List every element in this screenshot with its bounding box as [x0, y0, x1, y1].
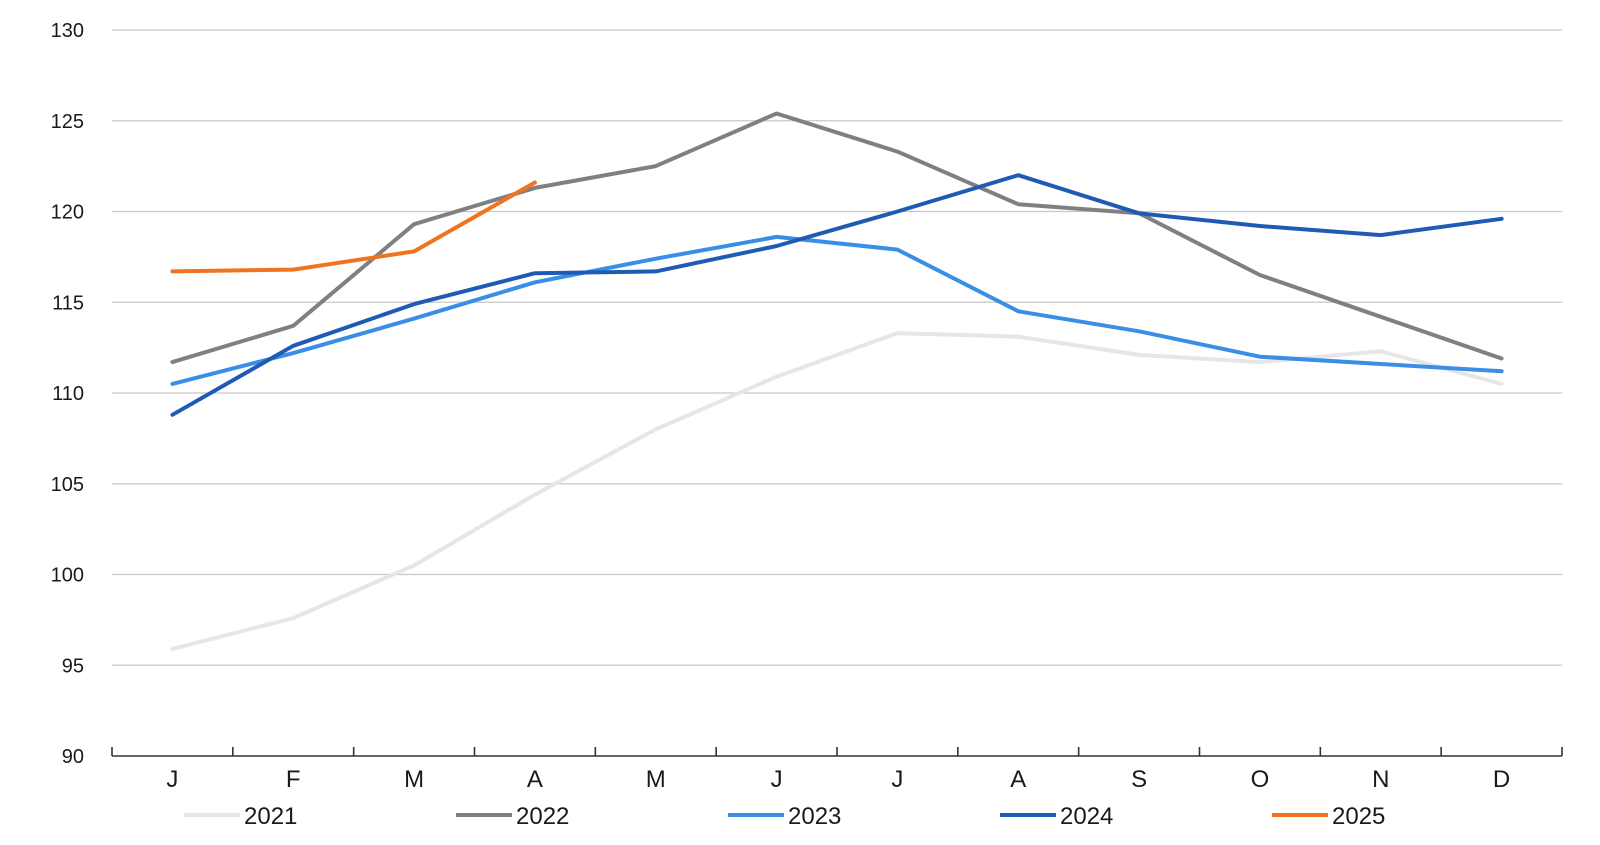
y-tick-label: 125: [51, 111, 84, 133]
gridlines: [112, 29, 1562, 666]
legend-label-2023: 2023: [788, 803, 841, 830]
x-tick-label: J: [891, 766, 903, 793]
y-tick-label: 110: [52, 383, 84, 405]
series-line-2022: [170, 111, 1504, 365]
legend-label-2022: 2022: [516, 803, 569, 830]
x-tick-label: S: [1131, 766, 1147, 793]
x-tick-label: F: [286, 766, 301, 793]
y-tick-label: 105: [51, 474, 84, 496]
x-tick-label: J: [166, 766, 178, 793]
y-tick-label: 120: [51, 202, 84, 224]
y-tick-label: 95: [62, 655, 84, 677]
legend-label-2024: 2024: [1060, 803, 1113, 830]
x-tick-label: M: [404, 766, 424, 793]
x-tick-label: J: [771, 766, 783, 793]
y-axis-ticks: 90 95 100 105 110 115 120 125 130: [51, 20, 84, 768]
y-tick-label: 100: [51, 565, 84, 587]
y-tick-label: 90: [62, 746, 84, 768]
legend-label-2025: 2025: [1332, 803, 1385, 830]
x-tick-label: O: [1251, 766, 1270, 793]
x-tick-label: N: [1372, 766, 1389, 793]
legend: 2021 2022 2023 2024 2025: [184, 803, 1385, 830]
series-line-2023: [170, 234, 1504, 386]
series-line-2021: [170, 331, 1504, 651]
x-tick-label: A: [527, 766, 543, 793]
x-tick-label: A: [1010, 766, 1026, 793]
y-tick-label: 130: [51, 20, 84, 42]
series-lines: [170, 111, 1504, 651]
series-line-2024: [170, 173, 1504, 417]
y-tick-label: 115: [52, 292, 84, 314]
x-tick-label: D: [1493, 766, 1510, 793]
legend-label-2021: 2021: [244, 803, 297, 830]
x-tick-label: M: [646, 766, 666, 793]
series-line-2025: [170, 180, 537, 274]
